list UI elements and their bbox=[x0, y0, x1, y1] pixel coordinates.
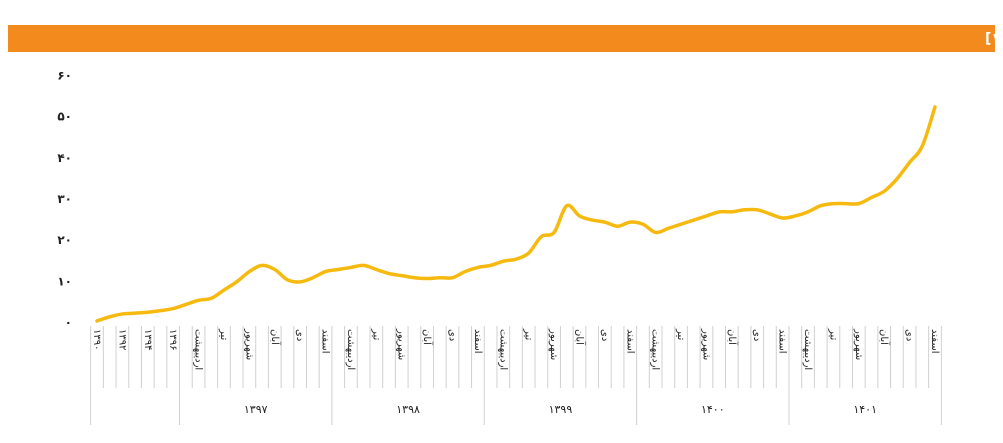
group-label: ۱۴۰۰ bbox=[701, 403, 725, 416]
x-tick-label: اردیبهشت bbox=[345, 329, 356, 370]
x-tick-label: اسفند bbox=[777, 329, 788, 353]
chart-title: شکل ۱۷.نمودار نرخ ارز بازار آزاد(واحد:هز… bbox=[985, 29, 1003, 47]
group-label: ۱۳۹۷ bbox=[244, 403, 268, 416]
line bbox=[95, 105, 937, 323]
x-tick-label: دی bbox=[447, 329, 458, 341]
title-bar bbox=[8, 25, 995, 52]
x-tick-label: تیر bbox=[523, 328, 534, 341]
x-tick-label: اسفند bbox=[929, 329, 940, 353]
x-tick-label: دی bbox=[904, 329, 915, 341]
x-tick-label: تیر bbox=[675, 328, 686, 341]
x-tick-label: شهریور bbox=[853, 328, 864, 360]
x-tick-label: شهریور bbox=[548, 328, 559, 360]
x-tick-label: ۱۳۹۶ bbox=[167, 329, 178, 350]
x-tick-label: آبان bbox=[269, 329, 282, 346]
x-tick-label: ۱۳۹۴ bbox=[142, 329, 153, 350]
x-tick-label: شهریور bbox=[243, 328, 254, 360]
x-tick-label: اردیبهشت bbox=[802, 329, 813, 370]
x-tick-label: اسفند bbox=[624, 329, 635, 353]
group-label: ۱۳۹۸ bbox=[396, 403, 420, 416]
x-tick-label: اردیبهشت bbox=[650, 329, 661, 370]
y-tick-label: ۱۰ bbox=[57, 274, 72, 288]
y-tick-label: ۵۰ bbox=[57, 110, 72, 124]
x-tick-label: دی bbox=[599, 329, 610, 341]
y-tick-label: ۶۰ bbox=[57, 69, 72, 83]
x-tick-label: تیر bbox=[218, 328, 229, 341]
x-tick-label: شهریور bbox=[396, 328, 407, 360]
x-tick-label: تیر bbox=[370, 328, 381, 341]
x-tick-label: آبان bbox=[573, 329, 586, 346]
group-label: ۱۳۹۹ bbox=[549, 403, 573, 416]
x-tick-label: اسفند bbox=[472, 329, 483, 353]
group-label: ۱۴۰۱ bbox=[853, 403, 877, 416]
x-tick-label: ۱۳۹۰ bbox=[91, 329, 102, 350]
x-tick-label: تیر bbox=[827, 328, 838, 341]
x-tick-label: اردیبهشت bbox=[497, 329, 508, 370]
x-tick-label: ۱۳۹۲ bbox=[116, 329, 127, 350]
y-tick-label: ۰ bbox=[65, 316, 72, 330]
x-tick-label: آبان bbox=[878, 329, 891, 346]
x-tick-label: آبان bbox=[421, 329, 434, 346]
x-tick-label: دی bbox=[294, 329, 305, 341]
x-tick-label: شهریور bbox=[700, 328, 711, 360]
y-tick-label: ۳۰ bbox=[57, 192, 72, 206]
x-tick-label: اسفند bbox=[320, 329, 331, 353]
x-tick-label: اردیبهشت bbox=[193, 329, 204, 370]
x-tick-label: آبان bbox=[726, 329, 739, 346]
y-tick-label: ۲۰ bbox=[57, 233, 72, 247]
y-tick-label: ۴۰ bbox=[57, 151, 72, 165]
x-tick-label: دی bbox=[751, 329, 762, 341]
